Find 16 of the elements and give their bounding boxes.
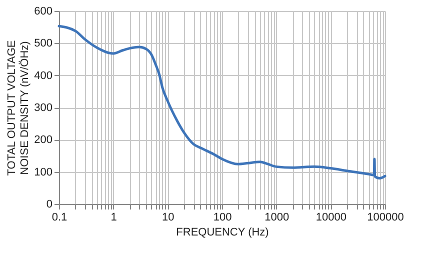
x-tick-label: 0.1: [52, 212, 68, 224]
y-axis-title: TOTAL OUTPUT VOLTAGE NOISE DENSITY (nV/ÖHz): [6, 40, 32, 176]
x-tick-label: 10: [162, 212, 174, 224]
x-tick-label: 1: [110, 212, 117, 224]
x-axis-title: FREQUENCY (Hz): [176, 226, 269, 238]
y-tick-label: 600: [34, 6, 52, 18]
x-tick-label: 1000: [264, 212, 290, 224]
x-tick-label: 10000: [316, 212, 346, 224]
y-tick-label: 100: [34, 166, 52, 178]
y-tick-label: 500: [34, 38, 52, 50]
y-tick-label: 400: [34, 70, 52, 82]
y-tick-label: 300: [34, 102, 52, 114]
y-tick-label: 0: [46, 198, 52, 210]
y-tick-label: 200: [34, 134, 52, 146]
x-tick-label: 100000: [367, 212, 404, 224]
x-tick-label: 100: [213, 212, 232, 224]
